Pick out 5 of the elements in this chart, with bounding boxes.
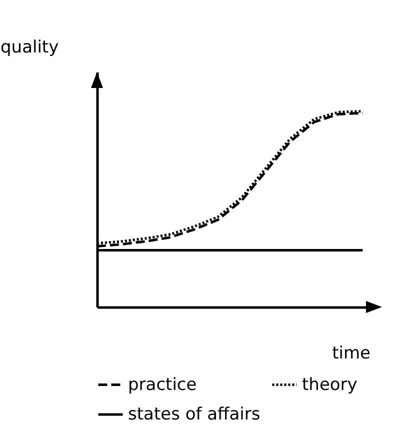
legend-label: theory bbox=[302, 374, 358, 395]
x-axis-title: time bbox=[332, 344, 370, 364]
legend-label: practice bbox=[128, 374, 197, 395]
legend-label: states of affairs bbox=[128, 404, 260, 424]
y-axis-title: quality bbox=[0, 38, 59, 58]
